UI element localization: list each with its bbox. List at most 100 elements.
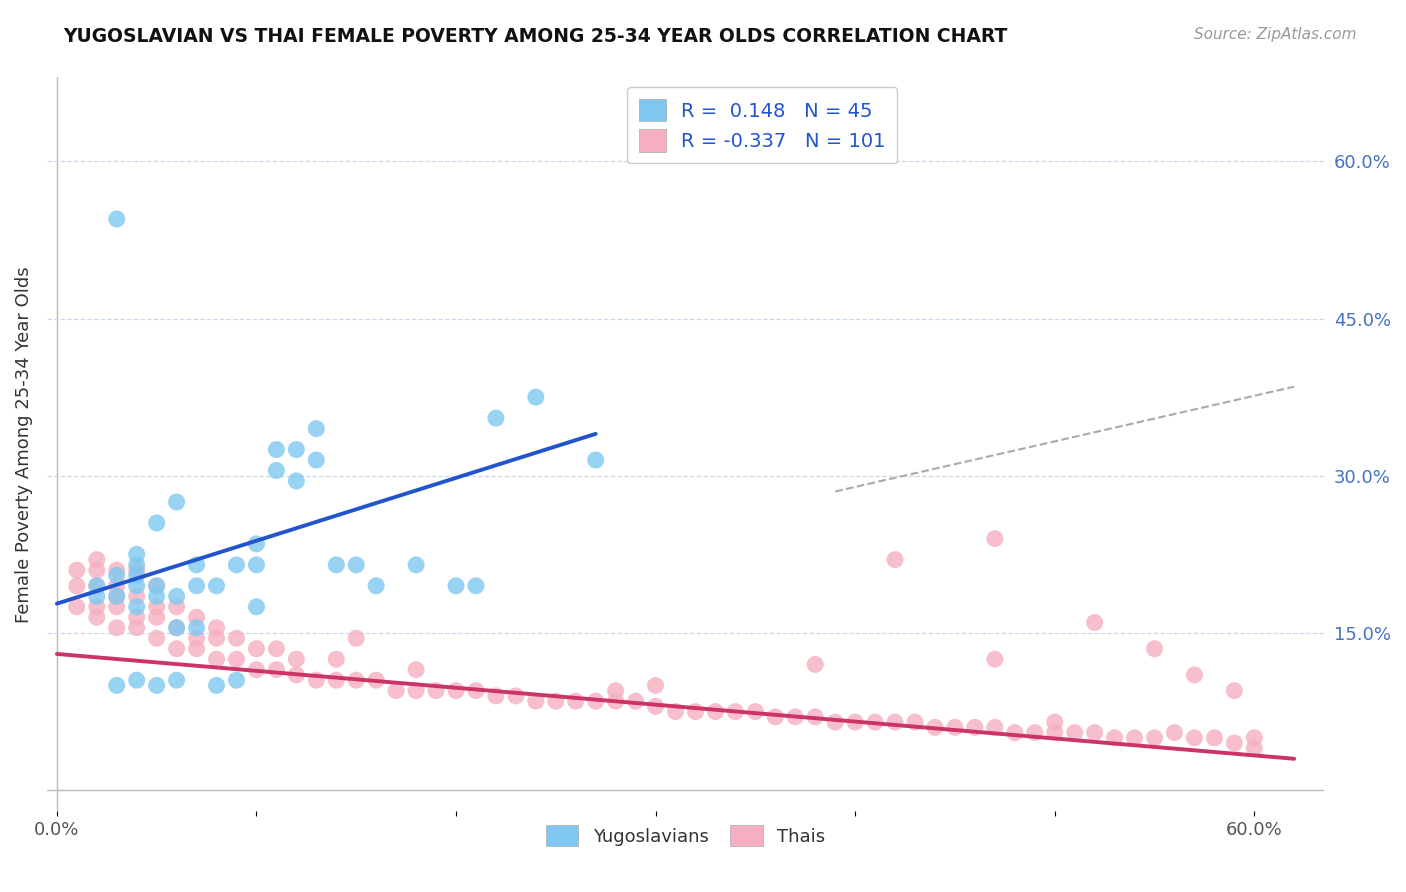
Point: [266, 663, 288, 677]
Point: [285, 668, 308, 682]
Point: [125, 610, 148, 624]
Point: [884, 715, 907, 730]
Point: [245, 599, 267, 614]
Point: [524, 390, 547, 404]
Point: [344, 632, 367, 646]
Point: [145, 610, 167, 624]
Point: [105, 568, 128, 582]
Point: [166, 599, 188, 614]
Point: [166, 590, 188, 604]
Point: [344, 673, 367, 688]
Point: [186, 610, 208, 624]
Point: [366, 673, 388, 688]
Point: [624, 694, 647, 708]
Point: [544, 694, 567, 708]
Point: [166, 621, 188, 635]
Point: [125, 579, 148, 593]
Point: [145, 599, 167, 614]
Point: [325, 558, 347, 572]
Point: [105, 590, 128, 604]
Point: [285, 652, 308, 666]
Point: [166, 673, 188, 688]
Point: [285, 474, 308, 488]
Point: [145, 678, 167, 692]
Point: [225, 673, 247, 688]
Text: YUGOSLAVIAN VS THAI FEMALE POVERTY AMONG 25-34 YEAR OLDS CORRELATION CHART: YUGOSLAVIAN VS THAI FEMALE POVERTY AMONG…: [63, 27, 1008, 45]
Point: [305, 453, 328, 467]
Point: [266, 442, 288, 457]
Point: [205, 678, 228, 692]
Point: [1143, 641, 1166, 656]
Point: [325, 652, 347, 666]
Point: [145, 590, 167, 604]
Point: [86, 563, 108, 577]
Point: [105, 599, 128, 614]
Point: [86, 579, 108, 593]
Point: [205, 621, 228, 635]
Point: [186, 641, 208, 656]
Point: [585, 694, 607, 708]
Point: [225, 632, 247, 646]
Point: [245, 537, 267, 551]
Point: [405, 663, 427, 677]
Point: [285, 442, 308, 457]
Point: [863, 715, 886, 730]
Point: [744, 705, 766, 719]
Point: [1123, 731, 1146, 745]
Point: [785, 710, 807, 724]
Point: [166, 641, 188, 656]
Point: [385, 683, 408, 698]
Point: [704, 705, 727, 719]
Point: [1043, 715, 1066, 730]
Point: [984, 652, 1007, 666]
Point: [943, 720, 966, 734]
Point: [145, 632, 167, 646]
Point: [245, 663, 267, 677]
Point: [1143, 731, 1166, 745]
Point: [145, 516, 167, 530]
Point: [186, 579, 208, 593]
Point: [685, 705, 707, 719]
Point: [763, 710, 786, 724]
Point: [186, 621, 208, 635]
Point: [1104, 731, 1126, 745]
Point: [1063, 725, 1085, 739]
Point: [485, 411, 508, 425]
Point: [105, 579, 128, 593]
Point: [1184, 668, 1206, 682]
Point: [125, 673, 148, 688]
Point: [585, 453, 607, 467]
Point: [924, 720, 946, 734]
Point: [1084, 615, 1107, 630]
Point: [1204, 731, 1226, 745]
Point: [325, 673, 347, 688]
Point: [844, 715, 866, 730]
Point: [105, 211, 128, 226]
Point: [984, 720, 1007, 734]
Point: [86, 610, 108, 624]
Point: [366, 579, 388, 593]
Point: [804, 710, 827, 724]
Point: [305, 421, 328, 435]
Point: [804, 657, 827, 672]
Point: [105, 563, 128, 577]
Point: [266, 463, 288, 477]
Point: [1043, 725, 1066, 739]
Point: [305, 673, 328, 688]
Point: [724, 705, 747, 719]
Point: [1184, 731, 1206, 745]
Point: [125, 599, 148, 614]
Point: [86, 552, 108, 566]
Point: [1024, 725, 1046, 739]
Point: [904, 715, 927, 730]
Point: [225, 652, 247, 666]
Point: [644, 678, 666, 692]
Point: [984, 532, 1007, 546]
Point: [125, 547, 148, 561]
Point: [66, 579, 89, 593]
Point: [105, 621, 128, 635]
Point: [444, 579, 467, 593]
Point: [425, 683, 447, 698]
Point: [344, 558, 367, 572]
Point: [166, 621, 188, 635]
